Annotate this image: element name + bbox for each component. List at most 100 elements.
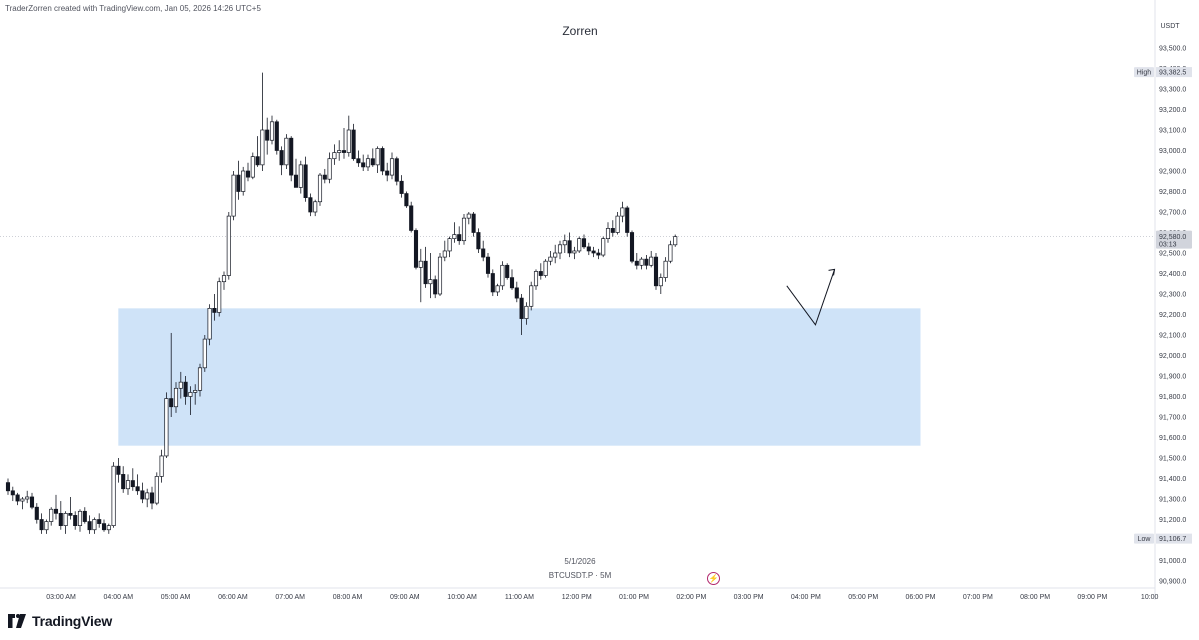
candle-body [380,148,385,172]
price-tick-label: 93,200.0 [1159,107,1186,114]
candle [63,511,68,534]
projection-arrowhead [828,268,836,276]
candle-body [500,264,505,287]
low-marker-value-box [1156,533,1192,544]
time-tick-label: 08:00 AM [333,594,363,601]
candle-body [447,238,452,252]
candle [269,115,275,145]
last-price-badge: 92,580.003:13 [1156,230,1192,249]
candle-body [639,258,644,266]
candle [423,246,428,288]
candle [130,468,135,491]
candle-body [298,164,303,188]
candle-body [620,207,625,217]
candle-body [375,148,380,166]
time-tick-label: 12:00 PM [562,594,592,601]
candle-body [413,230,419,268]
candle [145,488,150,508]
candle [173,382,179,413]
candle [87,515,92,534]
candle-body [341,150,347,153]
time-tick-label: 06:00 PM [906,594,936,601]
price-tick-label: 92,900.0 [1159,169,1186,176]
time-tick-label: 06:00 AM [218,594,248,601]
time-tick-label: 09:00 PM [1077,594,1107,601]
price-tick-label: 92,800.0 [1159,189,1186,196]
candle-body [533,271,539,287]
candle [428,253,433,299]
lightning-icon[interactable]: ⚡ [707,572,720,585]
candle-body [452,234,457,240]
projection-layer [786,268,836,326]
time-tick-label: 03:00 PM [734,594,764,601]
candle [15,492,20,506]
candle-body [44,521,49,531]
candle [73,511,78,530]
candle [279,146,284,176]
candle-body [404,193,409,207]
candle-body [289,137,294,176]
candle [596,248,601,260]
candle-body [409,205,414,231]
time-tick-label: 10:00 AM [447,594,477,601]
candle-body [231,174,236,217]
candle-body [509,277,515,289]
candle [289,136,294,182]
candle [58,501,63,530]
candle-body [87,521,92,531]
candle [197,363,203,397]
candle-body [596,252,601,256]
time-axis: 03:00 AM 04:00 AM 05:00 AM 06:00 AM 07:00 AM… [0,587,1159,601]
candle-body [466,213,471,219]
candle-body [471,213,476,233]
time-tick-label: 08:00 PM [1020,594,1050,601]
candle [562,234,567,253]
candle-body [577,238,582,252]
candle-body [332,152,337,160]
low-marker-value: 91,106.7 [1159,536,1186,543]
candle [581,234,587,249]
chart-symbol-interval: BTCUSDT.P · 5M [548,571,612,580]
price-axis-unit: USDT [1160,23,1180,30]
candle [601,236,606,258]
price-tick-label: 91,200.0 [1159,517,1186,524]
price-tick-label: 93,500.0 [1159,46,1186,53]
candle-body [490,273,495,293]
candle [658,273,663,294]
candle-body [538,271,543,276]
candle-body [284,137,289,166]
candle-body [365,158,371,168]
candle-body [53,508,59,514]
price-tick-label: 92,500.0 [1159,251,1186,258]
candle [245,162,251,182]
candle [629,230,635,264]
brand[interactable]: TradingView [6,613,112,629]
demand-zone [118,308,921,446]
candle [188,386,193,415]
candle-body [514,287,519,299]
low-marker: Low 91,106.7 [1134,533,1192,544]
candle-body [423,260,428,285]
candle [346,115,351,157]
candle [375,146,380,174]
candle-body [269,121,275,141]
candle [644,255,649,270]
time-tick-label: 07:00 PM [963,594,993,601]
candle-body [260,129,265,166]
candle [442,240,447,262]
high-marker: High 93,382.5 [1134,67,1192,78]
candle [649,250,654,268]
candle [231,171,236,221]
candle [356,150,361,167]
candle [404,191,409,208]
candle [308,193,313,217]
candle [111,462,116,528]
candle [337,140,342,161]
candle-body [241,170,246,192]
low-marker-tag [1134,533,1154,544]
candle-body [625,207,630,233]
candle-body [183,381,188,397]
candle-body [173,387,179,408]
candle-body [202,338,207,369]
